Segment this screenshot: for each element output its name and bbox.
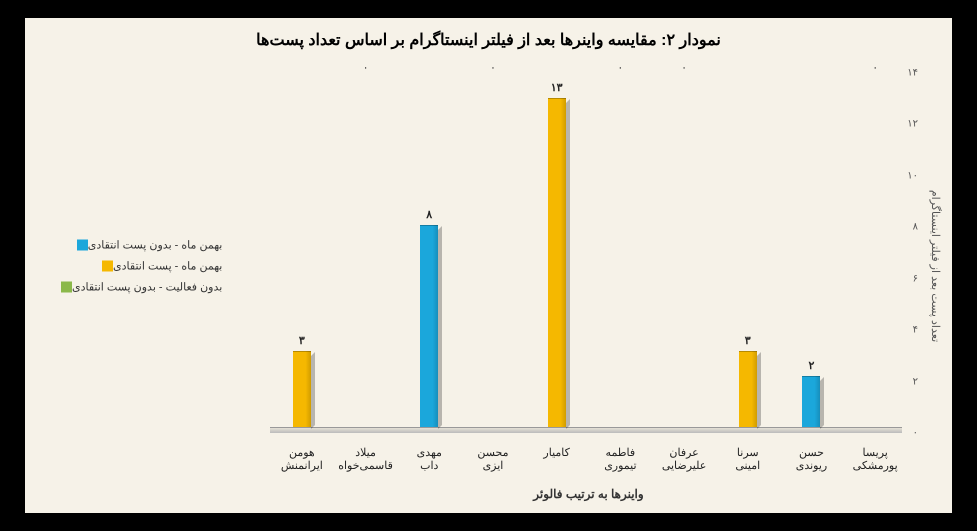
bar: ۱۳: [548, 98, 566, 427]
legend-swatch: [77, 239, 88, 250]
x-axis-ticks: هومنایرانمنشمیلادقاسمی‌خواهمهدیدابمحسنای…: [270, 447, 907, 473]
x-axis-label: واینرها به ترتیب فالوئر: [270, 487, 907, 501]
bar-value-label: ۸: [426, 208, 432, 221]
y-tick: ۱۴: [907, 68, 918, 79]
legend-label: بدون فعالیت - بدون پست انتقادی: [72, 280, 222, 293]
bar-slot: ۰: [843, 73, 907, 427]
legend: بهمن ماه - بدون پست انتقادی بهمن ماه - پس…: [55, 230, 222, 301]
x-tick-label: سرناامینی: [716, 447, 780, 473]
y-tick: ۶: [913, 273, 918, 284]
x-tick-label: کامیار: [525, 447, 589, 473]
bar-slot: ۱۳: [525, 73, 589, 427]
x-tick-label: عرفانعلیرضایی: [652, 447, 716, 473]
bars-row: ۳۰۸۰۱۳۰۰۳۲۰: [270, 73, 907, 427]
y-tick: ۱۲: [907, 119, 918, 130]
x-tick-label: حسنریوندی: [780, 447, 844, 473]
chart-title: نمودار ۲: مقایسه واینرها بعد از فیلتر ای…: [25, 18, 952, 50]
bar: ۳: [739, 351, 757, 427]
y-tick: ۰: [913, 428, 918, 439]
bar-slot: ۰: [589, 73, 653, 427]
x-tick-label: محسنایزی: [461, 447, 525, 473]
y-tick: ۲: [913, 376, 918, 387]
legend-label: بهمن ماه - پست انتقادی: [113, 259, 222, 272]
bar-slot: ۰: [334, 73, 398, 427]
legend-item: بدون فعالیت - بدون پست انتقادی: [55, 280, 222, 293]
y-tick: ۴: [913, 325, 918, 336]
bar-value-label: ۲: [809, 359, 815, 372]
bar-value-label: ۰: [617, 61, 623, 427]
bar-slot: ۳: [716, 73, 780, 427]
x-tick-label: پریساپورمشکی: [843, 447, 907, 473]
plot-region: ۳۰۸۰۱۳۰۰۳۲۰: [270, 73, 907, 433]
legend-swatch: [61, 281, 72, 292]
legend-label: بهمن ماه - بدون پست انتقادی: [88, 238, 223, 251]
bar-value-label: ۳: [299, 334, 305, 347]
bar-value-label: ۰: [872, 61, 878, 427]
bar-value-label: ۰: [681, 61, 687, 427]
y-tick: ۸: [913, 222, 918, 233]
chart-container: نمودار ۲: مقایسه واینرها بعد از فیلتر ای…: [25, 18, 952, 513]
bar: ۸: [420, 225, 438, 427]
x-tick-label: میلادقاسمی‌خواه: [334, 447, 398, 473]
legend-swatch: [102, 260, 113, 271]
bar-value-label: ۱۳: [551, 81, 563, 94]
y-tick: ۱۰: [907, 170, 918, 181]
bar-slot: ۸: [397, 73, 461, 427]
bar-slot: ۲: [780, 73, 844, 427]
bar: ۳: [293, 351, 311, 427]
y-axis-label: تعداد پست بعد از فیلتر اینستاگرام: [929, 189, 942, 341]
bar-value-label: ۰: [490, 61, 496, 427]
legend-item: بهمن ماه - پست انتقادی: [55, 259, 222, 272]
x-tick-label: مهدیداب: [397, 447, 461, 473]
x-tick-label: فاطمهتیموری: [589, 447, 653, 473]
bar-slot: ۳: [270, 73, 334, 427]
bar-slot: ۰: [461, 73, 525, 427]
bar-value-label: ۰: [363, 61, 369, 427]
x-tick-label: هومنایرانمنش: [270, 447, 334, 473]
bar-value-label: ۳: [745, 334, 751, 347]
outer-frame: نمودار ۲: مقایسه واینرها بعد از فیلتر ای…: [0, 0, 977, 531]
bar: ۲: [802, 376, 820, 427]
legend-item: بهمن ماه - بدون پست انتقادی: [55, 238, 222, 251]
bar-slot: ۰: [652, 73, 716, 427]
chart-floor: [270, 427, 902, 433]
